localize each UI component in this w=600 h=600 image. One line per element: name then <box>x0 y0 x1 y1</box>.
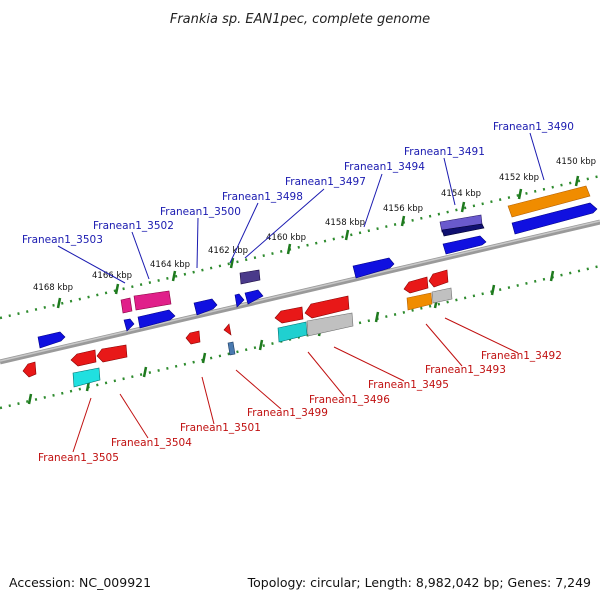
gene-arrow[interactable] <box>428 269 449 288</box>
tick-label: 4168 kbp <box>33 283 73 293</box>
gene-label[interactable]: Franean1_3501 <box>180 422 261 434</box>
tick-label: 4164 kbp <box>150 260 190 270</box>
top-tick-track <box>0 174 600 320</box>
gene-arrow[interactable] <box>72 367 101 388</box>
gene-arrow[interactable] <box>22 361 37 378</box>
gene-arrow[interactable] <box>185 330 201 345</box>
gene-arrow[interactable] <box>120 297 133 314</box>
gene-arrow[interactable] <box>133 290 172 311</box>
gene-label[interactable]: Franean1_3500 <box>160 206 241 218</box>
map-title: Frankia sp. EAN1pec, complete genome <box>170 12 430 27</box>
gene-arrow[interactable] <box>507 185 591 218</box>
gene-label[interactable]: Franean1_3496 <box>309 394 390 406</box>
gene-label[interactable]: Franean1_3504 <box>111 437 192 449</box>
gene-label[interactable]: Franean1_3497 <box>285 176 366 188</box>
gene-label[interactable]: Franean1_3495 <box>368 379 449 391</box>
reverse-genes <box>22 269 453 388</box>
gene-arrow[interactable] <box>441 223 485 237</box>
tick-label: 4154 kbp <box>441 189 481 199</box>
gene-label[interactable]: Franean1_3492 <box>481 350 562 362</box>
gene-arrow[interactable] <box>227 341 236 356</box>
tick-label: 4160 kbp <box>266 233 306 243</box>
accession-text: Accession: NC_009921 <box>9 575 151 590</box>
gene-arrow[interactable] <box>234 293 245 308</box>
tick-label: 4156 kbp <box>383 204 423 214</box>
gene-arrow[interactable] <box>274 306 304 324</box>
gene-label[interactable]: Franean1_3502 <box>93 220 174 232</box>
genome-backbone <box>0 219 600 365</box>
gene-label[interactable]: Franean1_3491 <box>404 146 485 158</box>
forward-genes <box>37 185 598 349</box>
gene-arrow[interactable] <box>239 269 261 285</box>
gene-label[interactable]: Franean1_3493 <box>425 364 506 376</box>
gene-arrow[interactable] <box>306 312 354 337</box>
gene-arrow[interactable] <box>37 331 66 349</box>
top-label-leaders <box>57 132 545 284</box>
genome-summary-text: Topology: circular; Length: 8,982,042 bp… <box>247 575 591 590</box>
tick-label: 4162 kbp <box>208 246 248 256</box>
bottom-tick-track <box>0 264 600 410</box>
top-gene-labels: Franean1_3490 Franean1_3491 Franean1_349… <box>22 121 574 246</box>
bottom-label-leaders <box>72 317 519 453</box>
gene-arrow[interactable] <box>511 202 598 235</box>
gene-arrow[interactable] <box>431 287 453 304</box>
gene-label[interactable]: Franean1_3503 <box>22 234 103 246</box>
gene-arrow[interactable] <box>244 289 264 305</box>
gene-arrow[interactable] <box>137 309 176 329</box>
gene-arrow[interactable] <box>304 295 350 319</box>
gene-label[interactable]: Franean1_3498 <box>222 191 303 203</box>
tick-label: 4152 kbp <box>499 173 539 183</box>
gene-arrow[interactable] <box>403 276 429 294</box>
gene-arrow[interactable] <box>277 321 308 343</box>
tick-label: 4158 kbp <box>325 218 365 228</box>
gene-label[interactable]: Franean1_3490 <box>493 121 574 133</box>
gene-label[interactable]: Franean1_3499 <box>247 407 328 419</box>
gene-label[interactable]: Franean1_3494 <box>344 161 425 173</box>
gene-arrow[interactable] <box>223 323 232 336</box>
gene-arrow[interactable] <box>70 349 97 367</box>
gene-arrow[interactable] <box>442 235 487 255</box>
gene-label[interactable]: Franean1_3505 <box>38 452 119 464</box>
gene-arrow[interactable] <box>352 257 395 279</box>
major-ticks <box>27 175 580 405</box>
bottom-gene-labels: Franean1_3492 Franean1_3493 Franean1_349… <box>38 350 562 464</box>
tick-label: 4150 kbp <box>556 157 596 167</box>
gene-arrow[interactable] <box>96 344 128 363</box>
gene-arrow[interactable] <box>123 318 135 332</box>
gene-arrow[interactable] <box>406 292 433 311</box>
gene-arrow[interactable] <box>193 298 218 316</box>
